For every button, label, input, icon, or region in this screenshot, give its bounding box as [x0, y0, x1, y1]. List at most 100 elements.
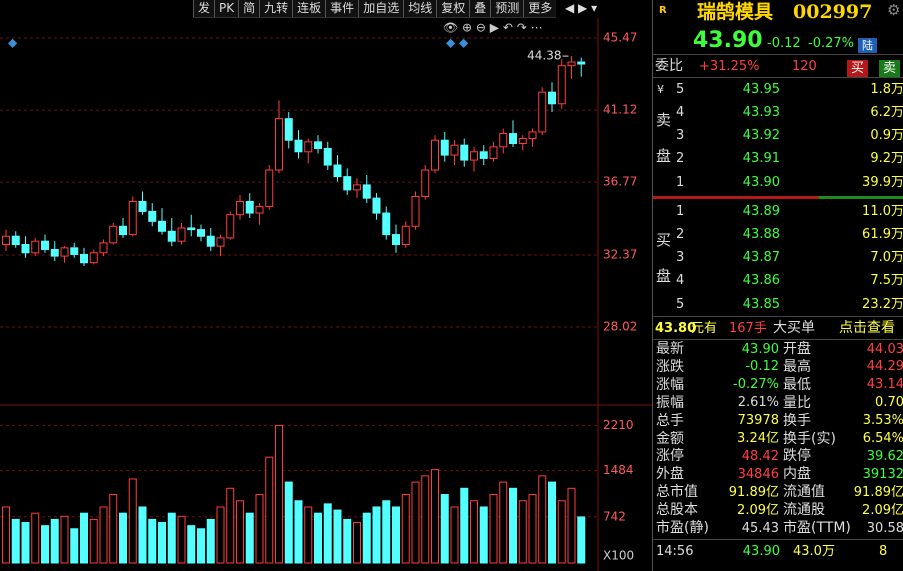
volume-bar — [70, 528, 79, 564]
volume-bar — [567, 487, 576, 564]
stock-name: 瑞鹄模具 — [697, 0, 774, 23]
tick-volume: 43.0万 — [793, 543, 835, 559]
volume-bar — [499, 481, 508, 564]
separator — [653, 539, 903, 540]
toolbar-button[interactable]: 事件 — [325, 0, 358, 17]
chart-tools[interactable]: 👁 ⊕ ⊖ ▶ ↶ ↷ ⋯ — [443, 21, 543, 35]
tick-price: 43.90 — [742, 543, 780, 559]
toolbar-button[interactable]: PK — [214, 0, 238, 17]
stat-label: 量比 — [783, 394, 811, 411]
stat-value: 30.58 — [866, 520, 903, 536]
toolbar-button[interactable]: 发 — [193, 0, 214, 17]
candle-body — [236, 200, 244, 216]
volume-bar — [470, 500, 478, 564]
ask-volume: 39.9万 — [862, 174, 903, 190]
y-tick-label: 2210 — [603, 418, 634, 432]
tick-count: 8 — [879, 543, 888, 559]
candle-body — [343, 176, 352, 191]
stat-label: 流通股 — [783, 502, 825, 519]
big-order-qty: 167手 — [729, 320, 767, 336]
ask-price: 43.91 — [742, 151, 780, 167]
stat-label: 总股本 — [656, 502, 698, 519]
candle-body — [294, 139, 303, 153]
candle-body — [226, 214, 235, 239]
volume-bar — [362, 512, 371, 564]
candle-body — [431, 139, 439, 171]
volume-bar — [294, 500, 303, 564]
side-label: 卖 — [656, 110, 672, 129]
buy-button[interactable]: 买 — [847, 59, 869, 77]
toolbar-button[interactable]: 加自选 — [358, 0, 403, 17]
stat-label: 市盈(静) — [656, 520, 709, 536]
stat-label: 外盘 — [656, 466, 684, 483]
volume-bar — [411, 481, 420, 564]
bid-volume: 11.0万 — [862, 203, 903, 219]
volume-bar — [245, 512, 254, 564]
side-label: 盘 — [656, 146, 672, 165]
y-tick-label: 32.37 — [603, 247, 637, 261]
separator — [653, 339, 903, 340]
bid-volume: 61.9万 — [862, 226, 903, 242]
candle-body — [548, 91, 556, 105]
toolbar-button[interactable]: 连板 — [292, 0, 325, 17]
level: 5 — [676, 296, 685, 312]
candle-body — [206, 235, 215, 247]
candle-body — [60, 247, 69, 257]
candle-body — [109, 225, 118, 244]
settings[interactable]: ⚙ — [887, 1, 901, 19]
stat-label: 换手 — [783, 412, 811, 429]
toolbar-button[interactable]: 均线 — [403, 0, 436, 17]
candle-body — [353, 184, 361, 191]
stat-value: 91.89亿 — [853, 484, 903, 500]
candle-body — [421, 169, 430, 197]
toolbar-button[interactable]: 更多 — [523, 0, 556, 17]
stat-value: 6.54% — [862, 431, 903, 446]
volume-bar — [460, 487, 469, 564]
toolbar: 发 PK 简九转 连板 事件 加自选 均线 复权叠预测 更多 — [193, 0, 557, 18]
volume-bar — [421, 475, 430, 564]
ask-price: 43.95 — [742, 81, 780, 97]
candle-body — [509, 133, 517, 145]
candle-body — [21, 244, 30, 254]
volume-bar — [401, 494, 410, 564]
candle-body — [255, 205, 264, 214]
volume-bar — [440, 494, 449, 564]
candle-body — [167, 230, 176, 242]
order-diff: 120 — [792, 58, 817, 74]
volume-bar — [509, 487, 517, 564]
volume-bar — [392, 506, 400, 564]
candle-body — [577, 61, 586, 65]
candle-body — [148, 210, 157, 222]
stat-value: 0.70 — [875, 395, 903, 411]
volume-bar — [41, 525, 49, 564]
candle-body — [333, 164, 342, 178]
toolbar-button[interactable]: 复权 — [436, 0, 469, 17]
stat-value: 43.90 — [741, 341, 779, 357]
volume-bar — [236, 500, 244, 564]
toolbar-button[interactable]: 简 — [238, 0, 259, 17]
volume-bar — [333, 509, 342, 564]
stat-value: 2.61% — [737, 395, 779, 411]
candle-body — [314, 141, 322, 149]
level: 4 — [676, 104, 685, 120]
candle-body — [2, 235, 10, 246]
toolbar-button[interactable]: 九转 — [259, 0, 292, 17]
volume-bar — [99, 506, 108, 564]
volume-bar — [343, 518, 352, 564]
volume-bar — [323, 503, 332, 564]
level: 5 — [676, 81, 685, 97]
toolbar-button[interactable]: 叠 — [469, 0, 490, 17]
big-order-link[interactable]: 点击查看 — [839, 320, 895, 336]
stat-value: 44.29 — [866, 359, 903, 375]
toolbar-arrows[interactable]: ◀ ▶ ▾ — [565, 1, 598, 15]
candle-body — [138, 200, 147, 212]
volume-bar — [275, 424, 283, 564]
marker: ◆ — [8, 36, 18, 50]
sell-button[interactable]: 卖 — [879, 59, 901, 77]
ask-volume: 6.2万 — [870, 104, 903, 120]
candle-body — [304, 141, 313, 153]
candle-body — [392, 234, 400, 246]
volume-bar — [265, 456, 274, 564]
stat-value: 45.43 — [741, 520, 779, 536]
toolbar-button[interactable]: 预测 — [490, 0, 523, 17]
